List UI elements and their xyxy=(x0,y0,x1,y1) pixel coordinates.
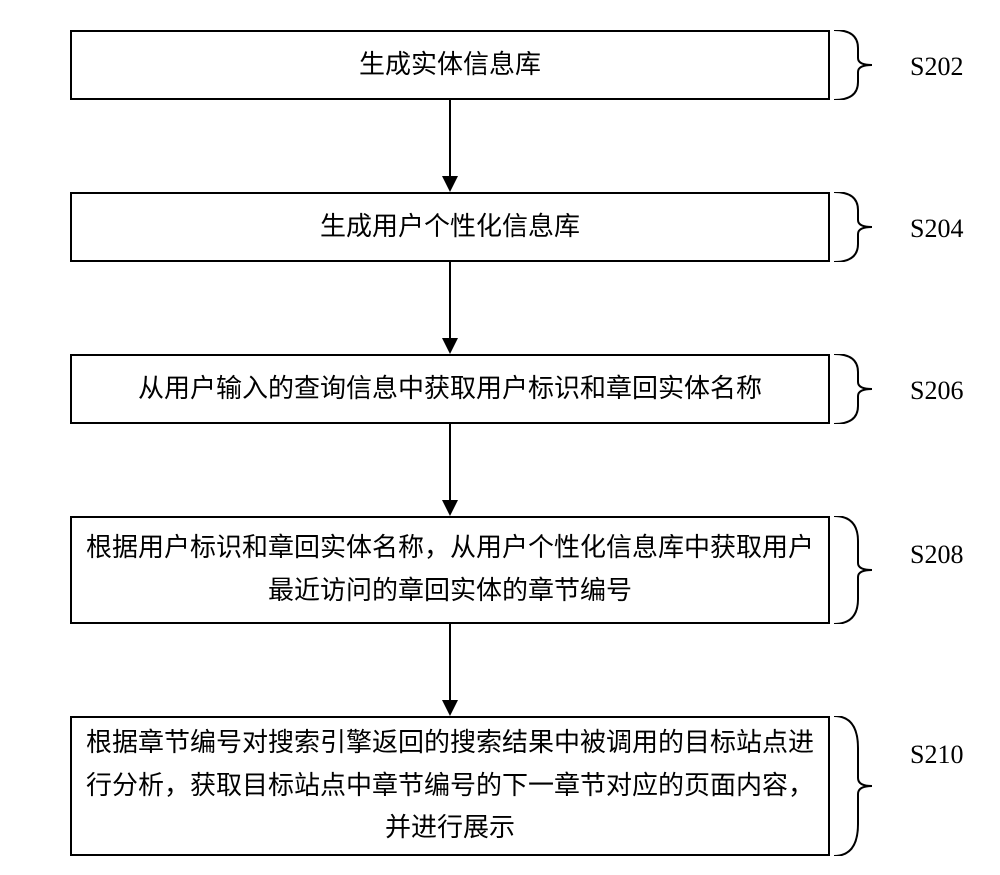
step-text: 根据章节编号对搜索引擎返回的搜索结果中被调用的目标站点进行分析，获取目标站点中章… xyxy=(84,722,816,851)
step-text: 从用户输入的查询信息中获取用户标识和章回实体名称 xyxy=(138,368,762,411)
arrow-1 xyxy=(438,100,462,192)
brace-s210 xyxy=(832,716,904,856)
step-text: 生成用户个性化信息库 xyxy=(320,206,580,249)
step-box-s202: 生成实体信息库 xyxy=(70,30,830,100)
step-text: 生成实体信息库 xyxy=(359,44,541,87)
step-text: 根据用户标识和章回实体名称，从用户个性化信息库中获取用户最近访问的章回实体的章节… xyxy=(84,527,816,613)
step-box-s208: 根据用户标识和章回实体名称，从用户个性化信息库中获取用户最近访问的章回实体的章节… xyxy=(70,516,830,624)
step-box-s210: 根据章节编号对搜索引擎返回的搜索结果中被调用的目标站点进行分析，获取目标站点中章… xyxy=(70,716,830,856)
arrow-3 xyxy=(438,424,462,516)
step-box-s204: 生成用户个性化信息库 xyxy=(70,192,830,262)
arrow-2 xyxy=(438,262,462,354)
step-label-s210: S210 xyxy=(910,740,963,770)
arrow-4 xyxy=(438,624,462,716)
step-label-s204: S204 xyxy=(910,214,963,244)
brace-s202 xyxy=(832,30,904,100)
step-label-s208: S208 xyxy=(910,540,963,570)
brace-s204 xyxy=(832,192,904,262)
step-label-s202: S202 xyxy=(910,52,963,82)
brace-s208 xyxy=(832,516,904,624)
brace-s206 xyxy=(832,354,904,424)
step-box-s206: 从用户输入的查询信息中获取用户标识和章回实体名称 xyxy=(70,354,830,424)
flowchart-canvas: 生成实体信息库 S202 生成用户个性化信息库 S204 从用户输入的查询信息中… xyxy=(0,0,1000,875)
step-label-s206: S206 xyxy=(910,376,963,406)
